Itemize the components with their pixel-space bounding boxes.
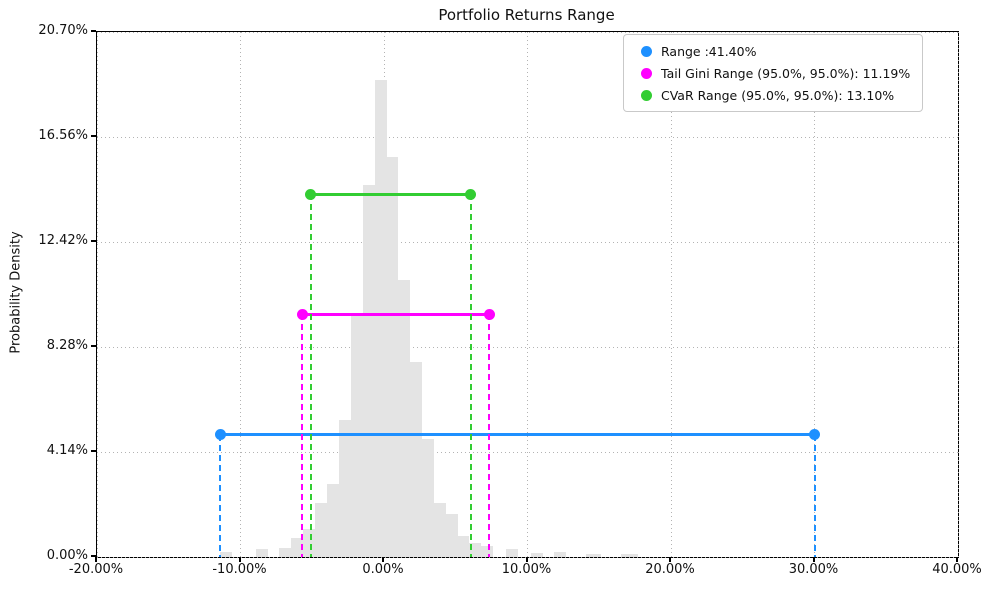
y-tick-mark bbox=[91, 345, 96, 347]
cvar-range-line bbox=[310, 192, 471, 196]
plot-area bbox=[96, 31, 959, 558]
x-tick-mark bbox=[525, 557, 528, 562]
histogram-bar bbox=[327, 484, 339, 557]
tail-gini-range-legend-marker bbox=[641, 67, 652, 79]
x-tick-mark bbox=[956, 557, 958, 562]
histogram-bar bbox=[387, 156, 399, 557]
cvar-range-vline bbox=[469, 194, 472, 557]
y-tick-label: 12.42% bbox=[38, 233, 88, 248]
y-tick-mark bbox=[91, 135, 96, 137]
y-tick-label: 20.70% bbox=[38, 23, 88, 38]
legend-label: Range :41.40% bbox=[661, 43, 757, 59]
x-tick-label: 30.00% bbox=[788, 562, 839, 577]
tail-gini-range-marker bbox=[483, 308, 495, 320]
histogram-bar bbox=[586, 554, 601, 557]
tail-gini-range-line bbox=[302, 312, 490, 316]
y-gridline bbox=[97, 346, 958, 348]
y-gridline bbox=[97, 31, 958, 33]
x-tick-mark bbox=[95, 557, 97, 562]
legend-label: Tail Gini Range (95.0%, 95.0%): 11.19% bbox=[661, 65, 911, 81]
histogram-bar bbox=[303, 529, 315, 557]
range-legend-marker bbox=[641, 45, 652, 57]
y-tick-label: 16.56% bbox=[38, 128, 88, 143]
histogram-bar bbox=[363, 185, 375, 557]
y-gridline bbox=[97, 136, 958, 138]
x-tick-label: -10.00% bbox=[212, 562, 267, 577]
x-tick-label: 0.00% bbox=[362, 562, 404, 577]
histogram-bar bbox=[445, 514, 459, 557]
histogram-bar bbox=[433, 503, 446, 557]
tail-gini-range-vline bbox=[301, 314, 304, 557]
cvar-range-vline bbox=[309, 194, 312, 557]
x-gridline bbox=[240, 32, 241, 557]
x-tick-label: 10.00% bbox=[501, 562, 552, 577]
x-tick-label: 20.00% bbox=[645, 562, 695, 577]
range-marker bbox=[214, 429, 226, 440]
x-tick-label: 40.00% bbox=[932, 562, 982, 577]
histogram-bar bbox=[481, 546, 494, 557]
histogram-bar bbox=[554, 552, 566, 557]
x-gridline bbox=[527, 32, 528, 557]
x-tick-mark bbox=[812, 557, 815, 562]
x-gridline bbox=[670, 32, 672, 557]
range-line bbox=[220, 433, 815, 436]
cvar-range-marker bbox=[465, 188, 477, 200]
histogram-bar bbox=[291, 537, 304, 557]
y-tick-mark bbox=[91, 240, 96, 242]
histogram-bar bbox=[505, 549, 519, 557]
legend-label: CVaR Range (95.0%, 95.0%): 13.10% bbox=[661, 87, 895, 103]
y-tick-label: 0.00% bbox=[46, 548, 88, 563]
y-gridline bbox=[97, 556, 958, 558]
histogram-bar bbox=[621, 554, 638, 557]
x-tick-mark bbox=[669, 557, 671, 562]
y-tick-mark bbox=[91, 30, 96, 32]
x-tick-label: -20.00% bbox=[68, 562, 124, 577]
legend-item-range: Range :41.40% bbox=[634, 42, 910, 60]
histogram-bar bbox=[530, 552, 543, 557]
cvar-range-legend-marker bbox=[641, 89, 652, 101]
chart-title: Portfolio Returns Range bbox=[438, 6, 615, 24]
x-gridline bbox=[814, 32, 815, 557]
histogram-bar bbox=[314, 503, 328, 557]
y-tick-label: 4.14% bbox=[46, 443, 88, 458]
y-tick-mark bbox=[91, 555, 96, 557]
cvar-range-marker bbox=[305, 188, 317, 200]
histogram-bar bbox=[409, 361, 423, 557]
histogram-bar bbox=[458, 536, 469, 557]
legend-item-tail-gini-range: Tail Gini Range (95.0%, 95.0%): 11.19% bbox=[634, 64, 910, 82]
x-tick-mark bbox=[238, 557, 241, 562]
histogram-bar bbox=[255, 549, 269, 557]
histogram-bar bbox=[374, 79, 387, 557]
x-gridline bbox=[957, 32, 959, 557]
range-vline bbox=[813, 434, 816, 557]
range-vline bbox=[219, 434, 222, 557]
tail-gini-range-marker bbox=[296, 308, 308, 320]
legend-item-cvar-range: CVaR Range (95.0%, 95.0%): 13.10% bbox=[634, 86, 910, 104]
histogram-bar bbox=[422, 438, 434, 557]
range-marker bbox=[809, 429, 820, 440]
y-tick-label: 8.28% bbox=[46, 338, 88, 353]
histogram-bar bbox=[398, 280, 410, 557]
legend: Range :41.40% Tail Gini Range (95.0%, 95.… bbox=[623, 34, 924, 112]
y-gridline bbox=[97, 241, 958, 243]
y-tick-mark bbox=[91, 450, 96, 452]
tail-gini-range-vline bbox=[488, 314, 491, 557]
histogram-bar bbox=[278, 548, 291, 557]
histogram-bar bbox=[219, 551, 233, 557]
y-gridline bbox=[97, 451, 958, 453]
x-gridline bbox=[96, 32, 98, 557]
x-tick-mark bbox=[382, 557, 384, 562]
histogram-bar bbox=[338, 419, 351, 557]
